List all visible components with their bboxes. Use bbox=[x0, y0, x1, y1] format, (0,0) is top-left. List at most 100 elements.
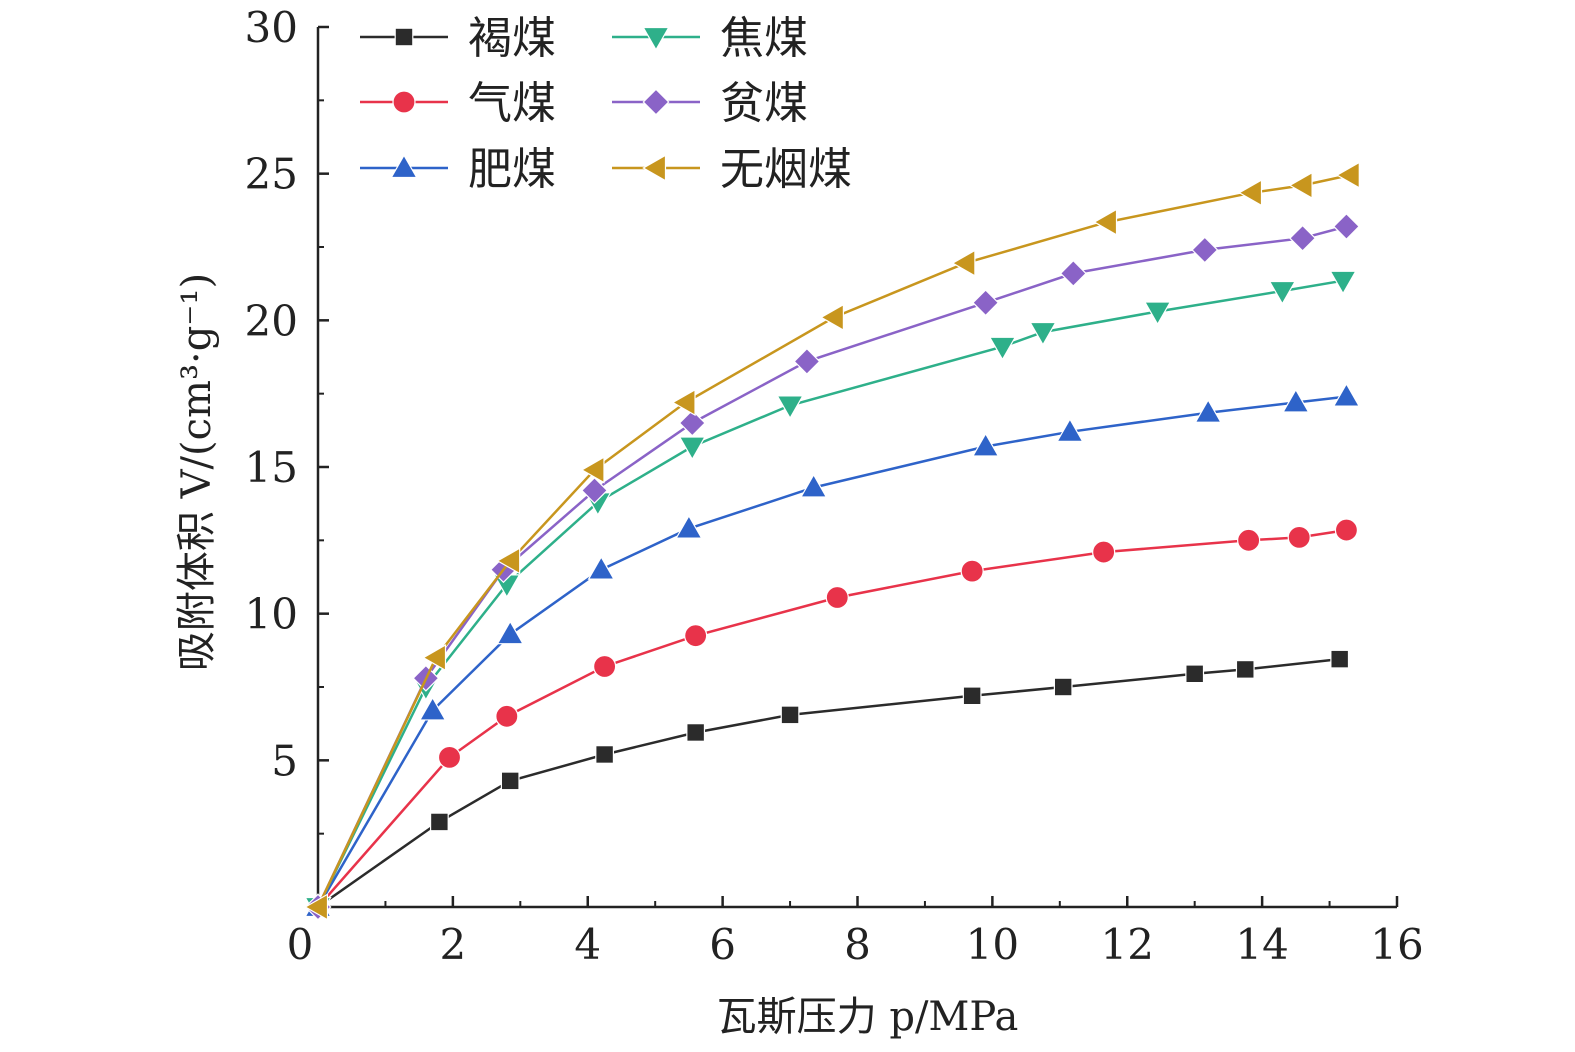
series-line bbox=[316, 225, 1347, 908]
data-point bbox=[1194, 398, 1222, 423]
data-point bbox=[500, 771, 520, 791]
axes: 5 10 15 20 25 30 0 2 4 6 8 10 12 14 16 bbox=[245, 3, 1424, 969]
x-tick-label: 4 bbox=[574, 920, 601, 969]
legend-item: 焦煤 bbox=[612, 13, 808, 64]
legend-item: 肥煤 bbox=[360, 144, 556, 195]
legend-label: 褐煤 bbox=[468, 13, 556, 64]
data-point bbox=[1092, 540, 1116, 564]
legend-item: 贫煤 bbox=[612, 78, 808, 129]
data-point bbox=[1056, 417, 1084, 442]
legend-marker bbox=[642, 26, 670, 51]
data-point bbox=[437, 745, 462, 770]
y-tick-label: 20 bbox=[245, 296, 298, 345]
legend-item: 褐煤 bbox=[360, 13, 556, 64]
data-point bbox=[686, 723, 706, 742]
data-point bbox=[1237, 528, 1261, 552]
x-tick-label: 8 bbox=[844, 920, 871, 969]
data-point bbox=[1329, 270, 1357, 295]
data-point bbox=[678, 409, 706, 437]
data-point bbox=[1238, 179, 1263, 207]
x-tick-label: 16 bbox=[1370, 920, 1423, 969]
y-tick-label: 30 bbox=[245, 3, 298, 52]
legend-marker bbox=[390, 154, 418, 179]
data-point bbox=[418, 696, 447, 721]
x-tick-label: 2 bbox=[440, 920, 467, 969]
series-3 bbox=[304, 382, 1361, 918]
legend-label: 焦煤 bbox=[720, 13, 808, 64]
x-tick-label: 12 bbox=[1101, 920, 1154, 969]
data-point bbox=[587, 555, 615, 580]
data-point bbox=[1191, 236, 1219, 264]
data-point bbox=[304, 893, 329, 921]
y-tick-label: 15 bbox=[245, 443, 298, 492]
series-line bbox=[317, 528, 1347, 908]
x-tick-label: 0 bbox=[287, 920, 314, 969]
legend-marker bbox=[642, 88, 670, 116]
data-point bbox=[1330, 649, 1350, 669]
data-point bbox=[580, 476, 608, 504]
x-tick-label: 14 bbox=[1235, 920, 1288, 969]
series-line bbox=[316, 173, 1351, 908]
data-point bbox=[595, 745, 615, 764]
data-point bbox=[1059, 259, 1087, 287]
data-point bbox=[951, 249, 976, 277]
data-point bbox=[1282, 388, 1310, 413]
data-point bbox=[799, 473, 828, 498]
y-tick-label: 10 bbox=[245, 590, 298, 639]
legend-label: 无烟煤 bbox=[720, 144, 852, 195]
series-6 bbox=[304, 161, 1360, 921]
data-point bbox=[1335, 161, 1360, 189]
data-point bbox=[593, 654, 617, 679]
data-point bbox=[820, 303, 844, 332]
y-tick-label: 25 bbox=[245, 150, 298, 199]
data-point bbox=[1093, 208, 1118, 236]
legend-marker bbox=[392, 90, 416, 114]
series-line bbox=[316, 395, 1347, 908]
series-line bbox=[317, 657, 1340, 909]
data-point bbox=[960, 559, 984, 583]
legend-label: 肥煤 bbox=[468, 144, 556, 195]
data-point bbox=[825, 585, 849, 610]
data-point bbox=[495, 704, 519, 728]
series-1 bbox=[308, 649, 1350, 917]
data-point bbox=[971, 432, 1000, 457]
data-point bbox=[496, 620, 524, 645]
data-point bbox=[1143, 301, 1172, 326]
data-point bbox=[1268, 280, 1297, 305]
data-point bbox=[1029, 321, 1057, 346]
legend-item: 无烟煤 bbox=[612, 144, 852, 195]
data-point bbox=[962, 686, 982, 706]
data-point bbox=[429, 812, 449, 832]
data-point bbox=[793, 347, 821, 375]
y-axis-title: 吸附体积 V/(cm³·g⁻¹) bbox=[174, 273, 220, 671]
data-point bbox=[1334, 518, 1359, 542]
data-point bbox=[1288, 171, 1313, 200]
legend-marker bbox=[394, 27, 414, 47]
series-layer bbox=[304, 161, 1361, 921]
data-point bbox=[776, 395, 804, 420]
data-point bbox=[684, 624, 708, 648]
data-point bbox=[1287, 525, 1311, 550]
data-point bbox=[988, 336, 1017, 361]
data-point bbox=[1332, 212, 1360, 240]
data-point bbox=[671, 388, 696, 417]
series-2 bbox=[306, 518, 1359, 919]
data-point bbox=[972, 289, 1000, 317]
data-point bbox=[1185, 664, 1205, 684]
series-5 bbox=[304, 212, 1360, 921]
legend-marker bbox=[642, 154, 667, 182]
x-axis-title: 瓦斯压力 p/MPa bbox=[717, 994, 1019, 1040]
data-point bbox=[1235, 659, 1255, 679]
data-point bbox=[1289, 224, 1317, 252]
data-point bbox=[678, 436, 706, 461]
data-point bbox=[780, 705, 800, 725]
data-point bbox=[1053, 677, 1073, 697]
legend-label: 气煤 bbox=[468, 78, 556, 129]
data-point bbox=[675, 514, 703, 539]
y-tick-label: 5 bbox=[271, 736, 298, 785]
legend-item: 气煤 bbox=[360, 78, 556, 129]
data-point bbox=[496, 547, 521, 575]
data-point bbox=[580, 456, 605, 484]
